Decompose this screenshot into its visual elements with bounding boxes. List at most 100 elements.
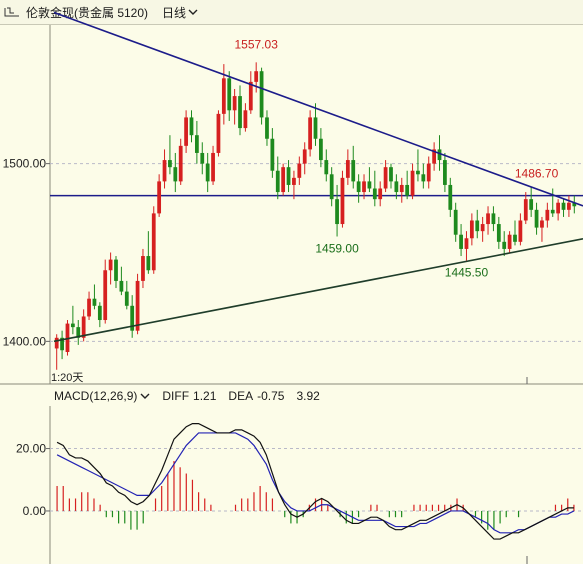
period-label: 日线 <box>162 5 187 20</box>
indicator-dropdown[interactable]: MACD(12,26,9) <box>54 389 150 403</box>
y-tick-label: 1400.00 <box>3 334 47 348</box>
candle-body <box>124 291 129 306</box>
candle-body <box>335 199 339 225</box>
candle <box>157 174 162 217</box>
candle <box>238 85 242 136</box>
candle <box>523 192 528 225</box>
candle <box>146 231 151 274</box>
candle-body <box>340 177 345 225</box>
candle-body <box>254 71 259 82</box>
period-dropdown[interactable]: 日线 <box>160 3 200 22</box>
candle-body <box>200 152 205 164</box>
candle <box>410 163 415 200</box>
candle <box>227 71 232 121</box>
candle <box>335 184 339 237</box>
candle <box>281 163 286 196</box>
candle-body <box>119 280 124 292</box>
candle-body <box>243 110 248 129</box>
candle <box>135 273 140 335</box>
candle <box>486 206 490 235</box>
candle-body <box>108 259 113 271</box>
candle <box>372 170 377 207</box>
candle-body <box>302 149 307 164</box>
candle <box>200 142 205 175</box>
candle <box>54 334 59 370</box>
candle-body <box>54 337 59 349</box>
candle-body <box>87 298 91 317</box>
candle-body <box>319 138 323 161</box>
candle-body <box>421 174 426 182</box>
candle <box>168 135 172 175</box>
candle <box>270 128 275 178</box>
candle-body <box>308 117 312 150</box>
candle-body <box>313 117 318 139</box>
candle <box>119 266 124 296</box>
chart-type-icon[interactable] <box>4 5 20 20</box>
candle-body <box>480 224 485 232</box>
candle-body <box>238 96 242 129</box>
candle-body <box>475 220 480 232</box>
candle-body <box>513 234 517 242</box>
candle <box>416 149 420 182</box>
candle-body <box>443 160 447 185</box>
candle <box>302 142 307 175</box>
macd-header: MACD(12,26,9) DIFF 1.21 DEA -0.75 3.92 <box>0 386 583 406</box>
candle <box>432 142 437 171</box>
candle-body <box>534 209 539 228</box>
candle-body <box>496 224 501 242</box>
candle <box>362 174 366 200</box>
candle <box>340 170 345 228</box>
candle <box>97 302 102 328</box>
candle <box>141 248 145 289</box>
candle-body <box>518 220 523 242</box>
candle <box>550 188 555 217</box>
candle <box>76 320 81 345</box>
candle <box>491 206 496 232</box>
candle <box>189 110 194 143</box>
price-label: 1459.00 <box>315 241 359 255</box>
candle-body <box>114 259 118 281</box>
candle-body <box>453 209 458 235</box>
candle-body <box>394 181 399 193</box>
candle-body <box>76 327 81 338</box>
candle-body <box>556 202 561 214</box>
candle <box>60 330 64 360</box>
candle-body <box>545 209 550 221</box>
candle-body <box>157 181 162 214</box>
candle <box>556 199 561 221</box>
candle <box>356 174 361 203</box>
candle-body <box>135 280 140 331</box>
candle <box>130 295 135 338</box>
candle-body <box>292 177 296 185</box>
candle <box>275 156 280 200</box>
candle <box>259 67 264 125</box>
candle-body <box>270 138 275 171</box>
candle <box>480 216 485 242</box>
candle <box>378 181 383 207</box>
candle-body <box>523 199 528 221</box>
candle <box>292 170 296 200</box>
candle <box>178 138 183 185</box>
candle-body <box>399 184 404 193</box>
candle <box>567 195 571 217</box>
candle-body <box>362 181 366 193</box>
chevron-down-icon <box>188 5 198 19</box>
diff-line <box>56 423 574 540</box>
candle-body <box>416 170 420 175</box>
candle <box>194 120 199 164</box>
candle <box>173 152 178 193</box>
candle-body <box>103 270 108 321</box>
candle-body <box>529 199 534 210</box>
candle-body <box>405 184 410 196</box>
candle <box>70 305 75 335</box>
candle-body <box>92 298 97 306</box>
macd-y-tick-label: 20.00 <box>16 442 46 456</box>
candle <box>221 64 226 125</box>
candle <box>162 149 167 189</box>
candle <box>443 152 447 193</box>
candle-body <box>410 170 415 196</box>
candle-body <box>561 202 566 210</box>
candle-body <box>130 305 135 331</box>
candle <box>184 110 188 153</box>
